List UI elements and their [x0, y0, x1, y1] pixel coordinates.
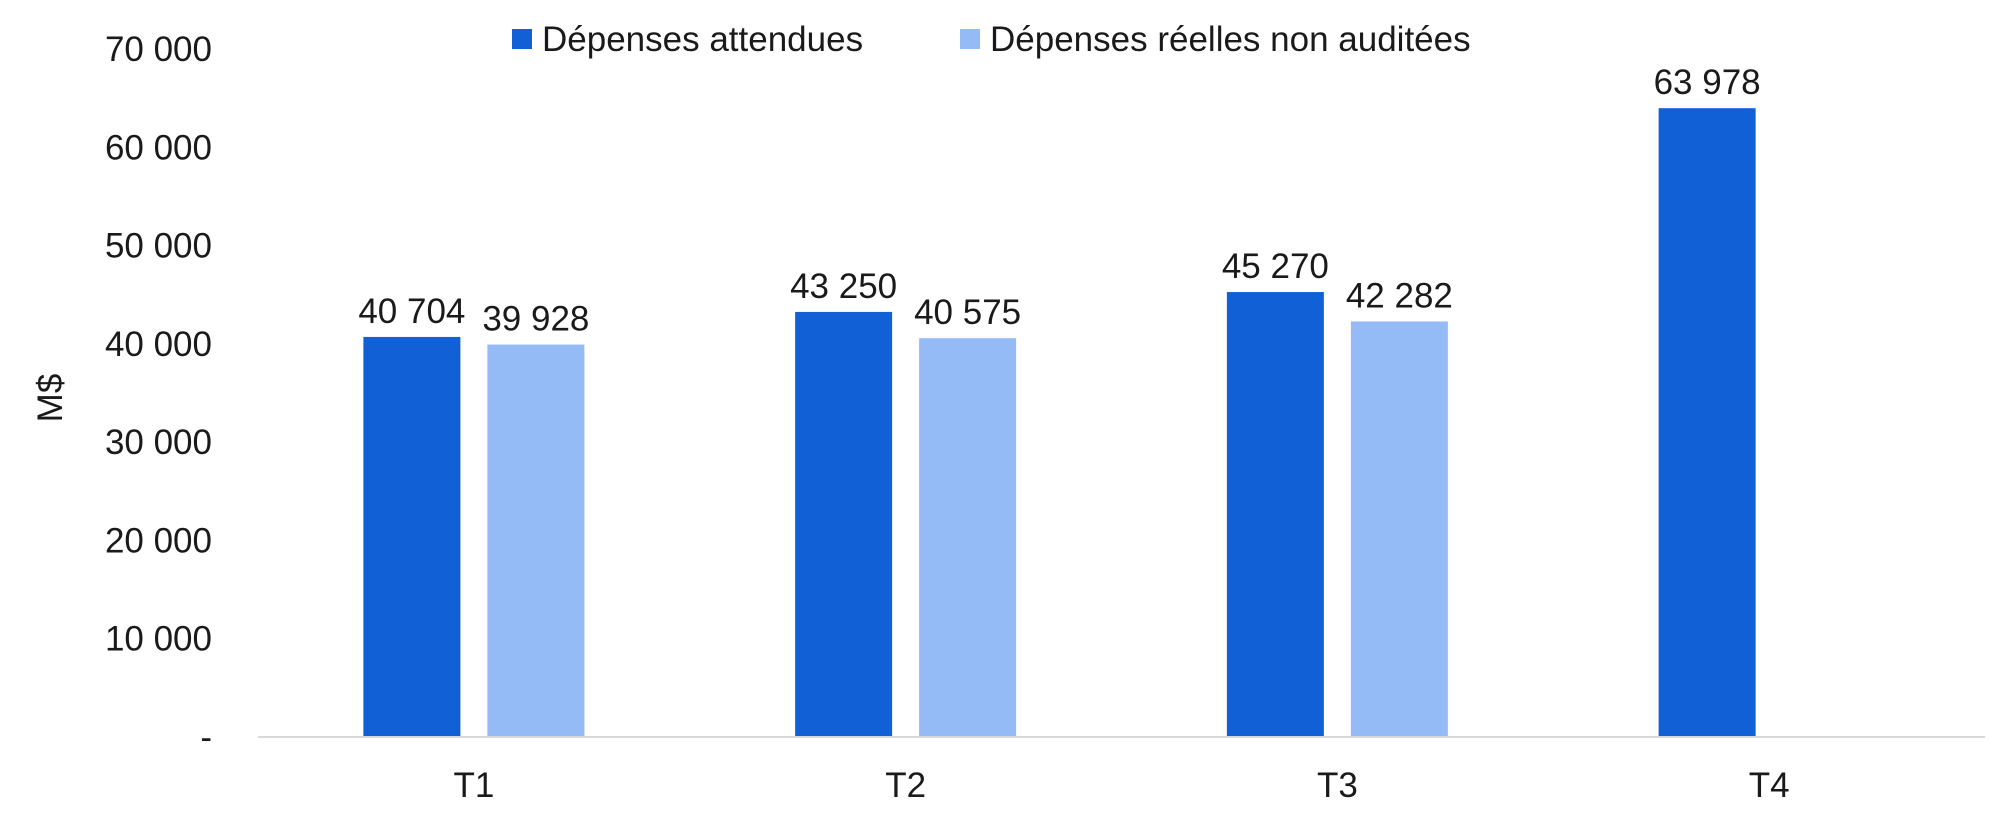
y-tick-label: 40 000	[105, 325, 212, 364]
y-tick-label: 70 000	[105, 30, 212, 69]
bar-t4-series-1	[1658, 108, 1756, 737]
y-tick-label: 20 000	[105, 521, 212, 560]
x-tick-label: T3	[1317, 766, 1358, 805]
data-label: 43 250	[790, 267, 897, 306]
x-tick-label: T1	[453, 766, 494, 805]
bar-t3-series-2	[1350, 321, 1448, 737]
y-tick-label: 10 000	[105, 620, 212, 659]
y-tick-label: 50 000	[105, 227, 212, 266]
y-axis-title: M$	[31, 374, 70, 423]
data-labels: 40 704 39 928 43 250 40 575 45 270 42 282 63 9…	[358, 63, 1760, 338]
data-label: 39 928	[482, 300, 589, 339]
data-label: 42 282	[1346, 276, 1453, 315]
data-label: 40 575	[914, 293, 1021, 332]
bar-t2-series-1	[795, 311, 893, 737]
y-tick-label: 30 000	[105, 423, 212, 462]
bar-t1-series-1	[363, 336, 461, 737]
y-tick-label: -	[200, 718, 212, 757]
y-tick-label: 60 000	[105, 128, 212, 167]
bars	[363, 108, 1756, 737]
legend-swatch	[960, 29, 980, 49]
legend-label: Dépenses réelles non auditées	[990, 20, 1471, 59]
x-tick-label: T2	[885, 766, 926, 805]
legend: Dépenses attendues Dépenses réelles non a…	[512, 20, 1471, 59]
bar-t3-series-1	[1226, 292, 1324, 737]
data-label: 45 270	[1222, 247, 1329, 286]
x-axis-ticks: T1 T2 T3 T4	[453, 766, 1789, 805]
bar-t1-series-2	[487, 344, 585, 737]
legend-label: Dépenses attendues	[542, 20, 863, 59]
legend-swatch	[512, 29, 532, 49]
x-tick-label: T4	[1749, 766, 1790, 805]
bar-t2-series-2	[919, 338, 1017, 737]
data-label: 63 978	[1654, 63, 1761, 102]
y-axis-ticks: - 10 000 20 000 30 000 40 000 50 000 60 000 70 …	[105, 30, 212, 757]
data-label: 40 704	[358, 292, 465, 331]
